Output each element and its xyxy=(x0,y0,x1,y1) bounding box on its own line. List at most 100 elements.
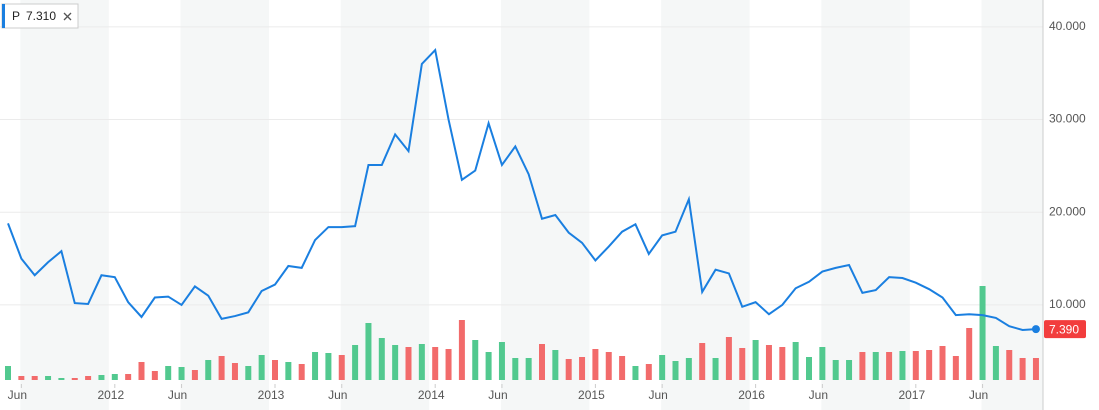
volume-bar xyxy=(685,358,692,380)
legend-swatch xyxy=(2,4,5,28)
volume-bar xyxy=(966,328,973,380)
volume-bar xyxy=(191,370,198,380)
band-shade xyxy=(180,0,269,410)
price-line xyxy=(7,47,1037,331)
x-tick-label: Jun xyxy=(648,388,667,402)
volume-bar xyxy=(979,286,986,380)
volume-bar xyxy=(392,345,399,380)
volume-bar xyxy=(592,349,599,380)
volume-bar xyxy=(699,343,706,380)
volume-bar xyxy=(231,363,238,380)
volume-bar xyxy=(352,345,359,380)
background xyxy=(0,0,1043,410)
volume-bar xyxy=(432,347,439,380)
volume-bar xyxy=(912,351,919,380)
volume-bar xyxy=(939,346,946,380)
volume-bar xyxy=(846,360,853,380)
volume-bar xyxy=(458,320,465,380)
volume-bar xyxy=(712,358,719,380)
volume-bar xyxy=(1032,358,1039,380)
volume-bar xyxy=(405,347,412,380)
volume-bar xyxy=(899,351,906,380)
x-tick-label: 2015 xyxy=(578,388,605,402)
volume-bar xyxy=(205,360,212,380)
volume-bar xyxy=(525,358,532,380)
x-tick-label: Jun xyxy=(969,388,988,402)
volume-bar xyxy=(739,348,746,380)
volume-bar xyxy=(806,357,812,380)
y-tick-label: 30.000 xyxy=(1049,112,1086,126)
volume-bar xyxy=(111,374,118,380)
volume-bar xyxy=(512,358,519,380)
volume-bar xyxy=(725,337,732,380)
x-tick-label: 2012 xyxy=(97,388,124,402)
volume-bar xyxy=(5,366,11,380)
volume-bar xyxy=(58,378,65,380)
volume-bar xyxy=(952,356,959,380)
volume-bar xyxy=(298,364,305,380)
price-tag xyxy=(1044,320,1086,339)
volume-bar xyxy=(872,352,879,380)
volume-bar xyxy=(325,353,332,380)
x-tick-label: Jun xyxy=(328,388,347,402)
volume-bar xyxy=(792,342,799,380)
band-shade xyxy=(821,0,910,410)
volume-bar xyxy=(779,347,786,380)
volume-bar xyxy=(886,352,893,380)
x-tick-label: Jun xyxy=(8,388,27,402)
legend-box xyxy=(1,3,79,29)
band-shade xyxy=(340,0,430,410)
band-shade xyxy=(500,0,590,410)
volume-bar xyxy=(926,350,933,380)
volume-bar xyxy=(552,350,559,380)
volume-bar xyxy=(605,352,612,380)
band-shade xyxy=(981,0,1043,410)
volume-bar xyxy=(245,366,252,380)
volume-bar xyxy=(378,338,385,380)
volume-bar xyxy=(418,344,425,380)
volume-bar xyxy=(619,356,626,380)
volume-bar xyxy=(165,366,172,380)
volume-bar xyxy=(659,355,666,380)
volume-bar xyxy=(312,352,319,380)
volume-bar xyxy=(31,376,38,380)
volume-bar xyxy=(1019,358,1026,380)
volume-bar xyxy=(338,355,345,380)
volume-bar xyxy=(71,378,78,380)
volume-bar xyxy=(272,360,278,380)
volume-bar xyxy=(178,367,185,380)
legend-ticker: P xyxy=(12,9,20,23)
volume-bar xyxy=(445,349,452,380)
y-tick-label: 10.000 xyxy=(1049,297,1086,311)
volume-bar xyxy=(485,352,492,380)
volume-bar xyxy=(1006,350,1013,380)
volume-bar xyxy=(859,352,866,380)
x-tick-label: Jun xyxy=(488,388,507,402)
x-tick-label: 2016 xyxy=(738,388,765,402)
volume-bar xyxy=(752,340,759,380)
volume-bar xyxy=(992,346,999,380)
volume-bar xyxy=(258,355,265,380)
x-tick-label: Jun xyxy=(168,388,187,402)
legend-close[interactable] xyxy=(63,12,72,21)
plot xyxy=(5,47,1040,380)
volume-bar xyxy=(565,359,572,380)
legend-value: 7.310 xyxy=(26,9,56,23)
volume-bar xyxy=(285,362,292,380)
legend[interactable]: P 7.310 xyxy=(1,3,79,29)
volume-bar xyxy=(472,340,479,380)
price-tag-label: 7.390 xyxy=(1049,322,1079,336)
x-tick-label: Jun xyxy=(809,388,828,402)
volume-bar xyxy=(832,360,839,380)
volume-bar xyxy=(138,362,145,380)
band-shade xyxy=(661,0,750,410)
volume-bar xyxy=(125,374,132,380)
volume-bar xyxy=(765,345,772,380)
volume-bar xyxy=(18,376,25,380)
volume-bar xyxy=(365,323,372,380)
volume-bar xyxy=(819,347,826,380)
band-shade xyxy=(20,0,109,410)
volume-bar xyxy=(98,375,105,380)
volume-bar xyxy=(632,366,639,380)
